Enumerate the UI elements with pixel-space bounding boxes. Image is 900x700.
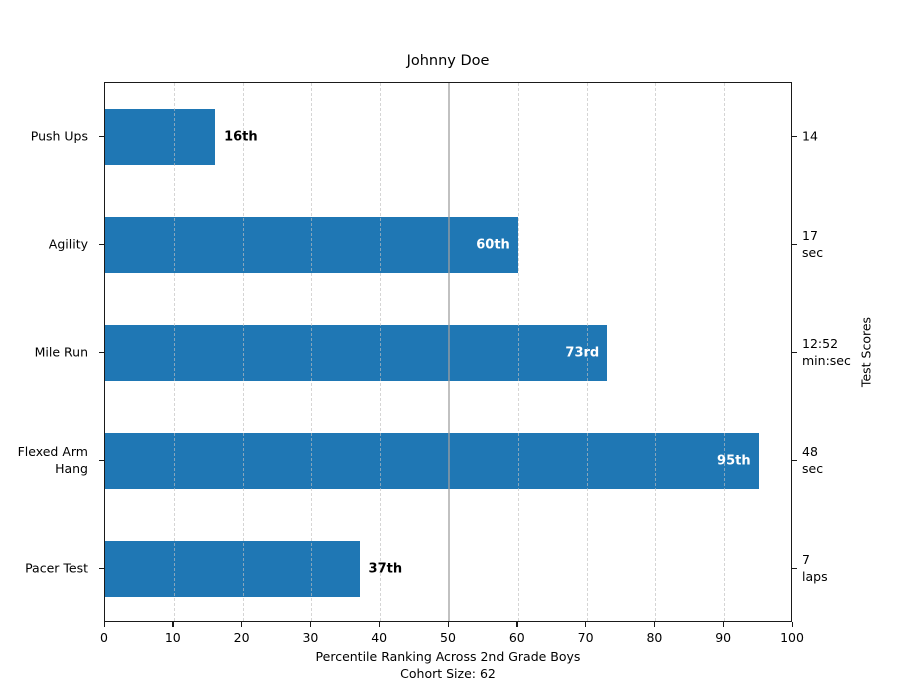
label-line: Agility xyxy=(48,236,88,252)
x-axis-tick xyxy=(791,622,793,627)
y-axis-tick-left xyxy=(99,135,104,137)
right-axis-label: Test Scores xyxy=(858,316,874,388)
y-axis-tick-right xyxy=(792,459,797,461)
gridline xyxy=(724,83,726,621)
x-axis-tick xyxy=(585,622,587,627)
label-line: 12:52 xyxy=(802,336,839,351)
category-label: Flexed Arm Hang xyxy=(18,443,88,477)
label-line: Pacer Test xyxy=(25,560,88,576)
x-tick-label: 90 xyxy=(715,630,732,645)
y-axis-tick-left xyxy=(99,351,104,353)
x-axis-label: Percentile Ranking Across 2nd Grade Boys… xyxy=(104,648,792,682)
test-score-label: 14 xyxy=(802,128,818,145)
label-line: Mile Run xyxy=(34,344,88,360)
gridline xyxy=(242,83,244,621)
category-label: Agility xyxy=(49,236,88,253)
x-axis-tick xyxy=(447,622,449,627)
label-line: 14 xyxy=(802,128,818,144)
x-axis-tick xyxy=(516,622,518,627)
bar-push-ups xyxy=(105,109,216,165)
label-line: sec xyxy=(802,461,824,476)
test-score-label: 48 sec xyxy=(802,443,823,477)
test-score-label: 12:52 min:sec xyxy=(802,335,851,369)
gridline xyxy=(173,83,175,621)
x-axis-tick xyxy=(309,622,312,627)
bar-flexed-arm-hang xyxy=(105,433,759,489)
gridline xyxy=(655,83,657,621)
x-tick-label: 80 xyxy=(646,630,663,645)
x-axis-tick xyxy=(103,622,105,627)
x-axis-label-line2: Cohort Size: 62 xyxy=(400,666,496,681)
y-axis-tick-right xyxy=(792,567,797,569)
x-axis-tick xyxy=(241,622,243,627)
label-line: min:sec xyxy=(802,353,851,368)
test-score-label: 7 laps xyxy=(802,551,828,585)
gridline xyxy=(517,83,519,621)
y-axis-tick-left xyxy=(99,459,104,461)
x-tick-label: 50 xyxy=(440,630,456,645)
percentile-label: 73rd xyxy=(565,345,600,361)
label-line: 7 xyxy=(802,552,810,567)
x-tick-label: 20 xyxy=(233,630,250,645)
percentile-label: 60th xyxy=(476,237,510,253)
category-label: Mile Run xyxy=(35,344,88,361)
category-label: Push Ups xyxy=(31,128,88,145)
label-line: Hang xyxy=(55,461,88,476)
x-tick-label: 40 xyxy=(371,630,388,645)
percentile-label: 37th xyxy=(368,561,403,577)
bar-mile-run xyxy=(105,325,608,381)
label-line: sec xyxy=(802,245,824,260)
x-tick-label: 30 xyxy=(302,630,319,645)
gridline xyxy=(586,83,588,621)
percentile-label: 95th xyxy=(717,453,751,469)
y-axis-tick-left xyxy=(99,567,104,569)
x-axis-tick xyxy=(378,622,380,627)
label-line: 48 xyxy=(802,444,818,459)
x-axis-label-line1: Percentile Ranking Across 2nd Grade Boys xyxy=(315,649,581,664)
label-line: Push Ups xyxy=(30,128,88,144)
x-axis-tick xyxy=(722,622,724,627)
label-line: laps xyxy=(802,569,828,584)
x-axis-tick xyxy=(653,622,656,627)
y-axis-tick-right xyxy=(792,243,797,245)
bar-pacer-test xyxy=(105,541,360,597)
x-tick-label: 70 xyxy=(577,630,594,645)
percentile-label: 16th xyxy=(224,129,258,145)
y-axis-tick-right xyxy=(792,135,797,137)
x-tick-label: 60 xyxy=(508,630,525,645)
y-axis-tick-right xyxy=(792,351,797,353)
category-label: Pacer Test xyxy=(25,560,88,577)
x-tick-label: 10 xyxy=(164,630,181,645)
median-reference-line xyxy=(448,83,450,621)
x-tick-label: 0 xyxy=(100,630,108,645)
chart-title: Johnny Doe xyxy=(406,53,490,69)
test-score-label: 17 sec xyxy=(802,227,823,261)
plot-area: 16th 60th 73rd 95th 37th xyxy=(104,82,792,622)
gridline xyxy=(311,83,313,621)
x-tick-label: 100 xyxy=(780,630,804,645)
label-line: Flexed Arm xyxy=(17,444,88,459)
x-axis-tick xyxy=(172,622,174,627)
y-axis-tick-left xyxy=(99,243,104,245)
label-line: 17 xyxy=(802,228,818,243)
gridline xyxy=(380,83,382,621)
